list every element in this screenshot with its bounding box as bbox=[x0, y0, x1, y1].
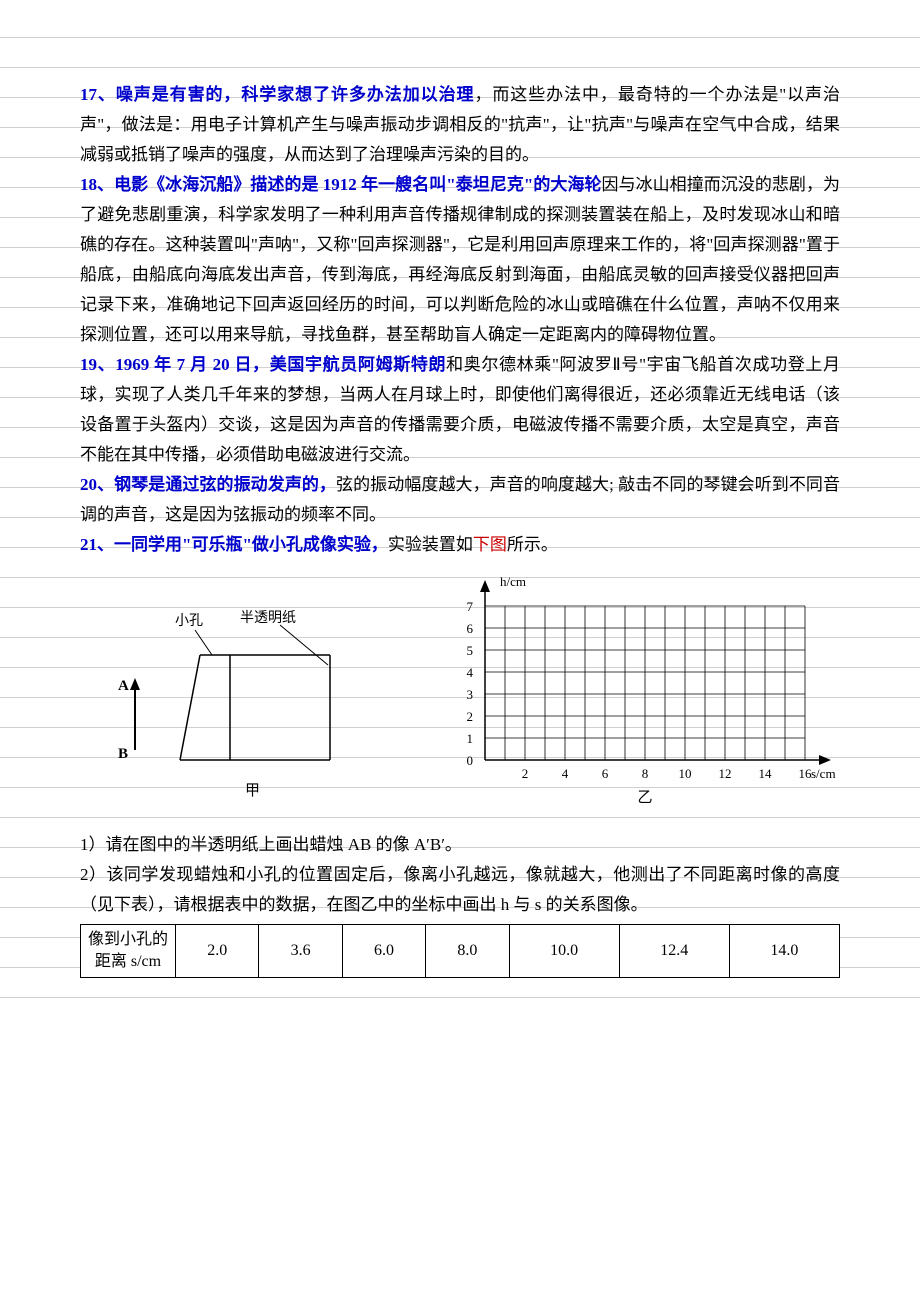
svg-text:0: 0 bbox=[467, 753, 474, 768]
svg-text:1: 1 bbox=[467, 731, 474, 746]
paragraph-18: 18、电影《冰海沉船》描述的是 1912 年一艘名叫"泰坦尼克"的大海轮因与冰山… bbox=[80, 170, 840, 350]
svg-text:6: 6 bbox=[467, 621, 474, 636]
table-cell: 3.6 bbox=[259, 925, 342, 978]
label-A: A bbox=[118, 678, 129, 694]
document-page: 17、噪声是有害的，科学家想了许多办法加以治理，而这些办法中，最奇特的一个办法是… bbox=[0, 0, 920, 1018]
svg-text:8: 8 bbox=[642, 766, 649, 781]
caption-left: 甲 bbox=[245, 783, 260, 799]
table-cell: 8.0 bbox=[426, 925, 509, 978]
paragraph-17: 17、噪声是有害的，科学家想了许多办法加以治理，而这些办法中，最奇特的一个办法是… bbox=[80, 80, 840, 170]
paragraph-20: 20、钢琴是通过弦的振动发声的，弦的振动幅度越大，声音的响度越大; 敲击不同的琴… bbox=[80, 470, 840, 530]
svg-text:12: 12 bbox=[719, 766, 732, 781]
svg-text:乙: 乙 bbox=[637, 790, 652, 806]
lead-20: 20、钢琴是通过弦的振动发声的， bbox=[80, 475, 336, 494]
svg-text:2: 2 bbox=[467, 709, 474, 724]
table-cell: 10.0 bbox=[509, 925, 619, 978]
label-B: B bbox=[118, 746, 128, 762]
lead-21: 21、一同学用"可乐瓶"做小孔成像实验， bbox=[80, 535, 388, 554]
svg-text:3: 3 bbox=[467, 687, 474, 702]
body-21a: 实验装置如 bbox=[388, 535, 473, 554]
figure-right-svg: 01234567246810121416h/cms/cm乙 bbox=[430, 570, 840, 820]
body-18: 因与冰山相撞而沉没的悲剧，为了避免悲剧重演，科学家发明了一种利用声音传播规律制成… bbox=[80, 175, 840, 344]
svg-text:4: 4 bbox=[562, 766, 569, 781]
lead-17: 17、噪声是有害的，科学家想了许多办法加以治理 bbox=[80, 85, 474, 104]
figure-left-svg: 小孔 半透明纸 A B 甲 bbox=[80, 590, 380, 820]
table-row: 像到小孔的距离 s/cm 2.0 3.6 6.0 8.0 10.0 12.4 1… bbox=[81, 925, 840, 978]
svg-text:h/cm: h/cm bbox=[500, 574, 526, 589]
table-cell: 6.0 bbox=[342, 925, 425, 978]
table-cell: 2.0 bbox=[176, 925, 259, 978]
svg-text:s/cm: s/cm bbox=[811, 766, 836, 781]
paragraph-21: 21、一同学用"可乐瓶"做小孔成像实验，实验装置如下图所示。 bbox=[80, 530, 840, 560]
table-header-cell: 像到小孔的距离 s/cm bbox=[81, 925, 176, 978]
table-cell: 14.0 bbox=[729, 925, 839, 978]
svg-text:6: 6 bbox=[602, 766, 609, 781]
label-hole: 小孔 bbox=[175, 613, 203, 629]
question-2: 2）该同学发现蜡烛和小孔的位置固定后，像离小孔越远，像就越大，他测出了不同距离时… bbox=[80, 860, 840, 920]
svg-text:14: 14 bbox=[759, 766, 773, 781]
paragraph-19: 19、1969 年 7 月 20 日，美国宇航员阿姆斯特朗和奥尔德林乘"阿波罗Ⅱ… bbox=[80, 350, 840, 470]
table-cell: 12.4 bbox=[619, 925, 729, 978]
label-paper: 半透明纸 bbox=[240, 610, 296, 626]
red-text-21: 下图 bbox=[473, 535, 507, 554]
svg-text:5: 5 bbox=[467, 643, 474, 658]
svg-text:4: 4 bbox=[467, 665, 474, 680]
body-21b: 所示。 bbox=[507, 535, 558, 554]
svg-text:10: 10 bbox=[679, 766, 692, 781]
svg-text:2: 2 bbox=[522, 766, 529, 781]
data-table: 像到小孔的距离 s/cm 2.0 3.6 6.0 8.0 10.0 12.4 1… bbox=[80, 924, 840, 978]
svg-text:16: 16 bbox=[799, 766, 813, 781]
question-1: 1）请在图中的半透明纸上画出蜡烛 AB 的像 A′B′。 bbox=[80, 830, 840, 860]
lead-19: 19、1969 年 7 月 20 日，美国宇航员阿姆斯特朗 bbox=[80, 355, 446, 374]
figure-row: 小孔 半透明纸 A B 甲 01234567246810121416h/cms/… bbox=[80, 560, 840, 830]
lead-18: 18、电影《冰海沉船》描述的是 1912 年一艘名叫"泰坦尼克"的大海轮 bbox=[80, 175, 602, 194]
svg-text:7: 7 bbox=[467, 599, 474, 614]
